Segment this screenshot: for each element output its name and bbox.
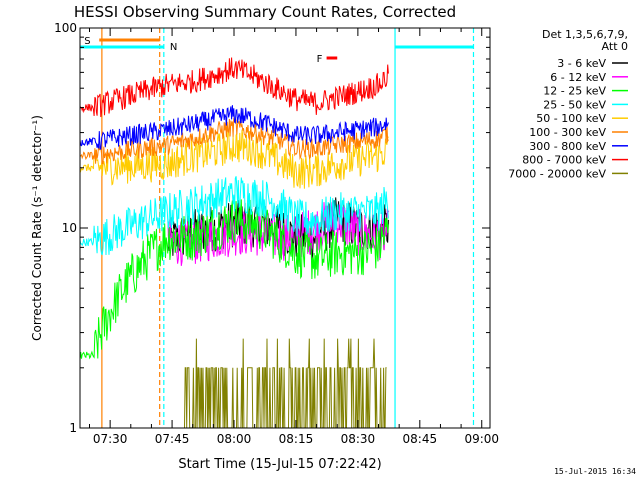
- legend-entry-label-0: 3 - 6 keV: [557, 57, 606, 70]
- y-tick-label-2: 100: [54, 21, 77, 35]
- x-axis-label: Start Time (15-Jul-15 07:22:42): [178, 457, 381, 472]
- legend-entry-label-2: 12 - 25 keV: [543, 85, 606, 98]
- legend-entry-label-4: 50 - 100 keV: [536, 112, 606, 125]
- legend-entry-label-5: 100 - 300 keV: [529, 126, 606, 139]
- series-line-6: [79, 105, 389, 150]
- footer-date: 15-Jul-2015 16:34: [554, 467, 636, 476]
- x-tick-label-6: 09:00: [464, 432, 499, 446]
- x-tick-label-5: 08:45: [403, 432, 438, 446]
- series-line-8: [184, 338, 387, 429]
- legend-entry-label-7: 800 - 7000 keV: [522, 154, 606, 167]
- legend-subtitle: Att 0: [602, 40, 628, 53]
- x-tick-label-3: 08:15: [279, 432, 314, 446]
- y-axis-label: Corrected Count Rate (s⁻¹ detector⁻¹): [30, 115, 44, 341]
- legend-entry-label-8: 7000 - 20000 keV: [508, 167, 606, 180]
- series-line-2: [79, 199, 389, 360]
- legend-entry-label-1: 6 - 12 keV: [550, 71, 606, 84]
- series-line-1: [167, 201, 390, 266]
- legend-title: Det 1,3,5,6,7,9,: [542, 28, 628, 41]
- plot-area: S N F: [79, 28, 475, 429]
- axes: 07:30 07:45 08:00 08:15 08:30 08:45 09:00 1 10 10…: [54, 21, 499, 446]
- marker-label-s: S: [84, 36, 90, 47]
- x-tick-label-4: 08:30: [341, 432, 376, 446]
- chart-title: HESSI Observing Summary Count Rates, Cor…: [74, 3, 456, 21]
- legend-entry-label-3: 25 - 50 keV: [543, 98, 606, 111]
- x-tick-label-1: 07:45: [155, 432, 190, 446]
- series-line-3: [79, 176, 389, 256]
- y-tick-label-1: 10: [62, 221, 77, 235]
- series-line-4: [79, 128, 389, 189]
- x-tick-label-2: 08:00: [217, 432, 252, 446]
- y-tick-label-0: 1: [69, 421, 77, 435]
- legend-entry-label-6: 300 - 800 keV: [529, 140, 606, 153]
- marker-label-f: F: [317, 54, 323, 65]
- marker-label-n: N: [170, 42, 177, 53]
- x-tick-label-0: 07:30: [93, 432, 128, 446]
- series-line-7: [79, 57, 389, 118]
